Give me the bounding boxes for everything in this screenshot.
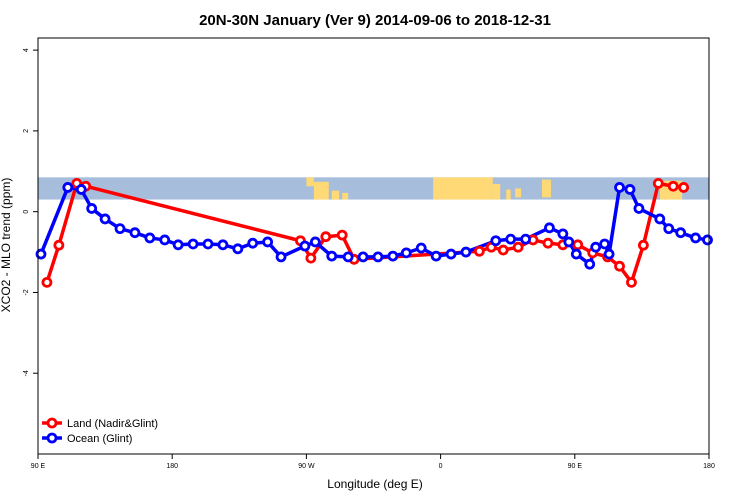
- series-point: [232, 243, 244, 255]
- series-point: [129, 227, 141, 239]
- map-band-ocean: [38, 177, 709, 200]
- world-map-band: [38, 177, 709, 200]
- series-point: [86, 203, 98, 214]
- y-tick-label: -2: [23, 289, 30, 295]
- series-point: [357, 251, 369, 263]
- y-tick-label: -4: [23, 370, 30, 376]
- series-point: [633, 203, 645, 214]
- series-point: [387, 250, 399, 262]
- legend-swatch-marker: [46, 432, 58, 444]
- plot-frame: [37, 37, 710, 455]
- series-point: [187, 238, 199, 250]
- series-point: [572, 239, 584, 251]
- legend-label: Land (Nadir&Glint): [67, 418, 158, 430]
- series-point: [690, 232, 701, 244]
- series-point: [35, 248, 47, 260]
- series-point: [326, 250, 338, 262]
- map-band-land: [541, 179, 551, 198]
- series-point: [626, 276, 637, 288]
- series-point: [41, 276, 53, 288]
- legend: Land (Nadir&Glint) Ocean (Glint): [42, 417, 158, 445]
- y-axis-label: XCO2 - MLO trend (ppm): [0, 178, 13, 313]
- series-point: [53, 239, 65, 251]
- series-point: [570, 248, 582, 260]
- series-point: [544, 222, 555, 234]
- series-point: [247, 237, 259, 249]
- map-band-land: [515, 188, 522, 198]
- series-point: [262, 236, 274, 248]
- x-tick-label: 90 E: [568, 463, 583, 470]
- series-point: [473, 245, 485, 257]
- x-tick-label: 90 W: [298, 463, 315, 470]
- series-point: [512, 241, 524, 253]
- series-point: [557, 228, 569, 240]
- x-axis-label: Longitude (deg E): [327, 477, 422, 491]
- series-point: [299, 240, 311, 252]
- series-point: [505, 233, 517, 245]
- series-point: [614, 182, 625, 193]
- map-band-land: [433, 177, 493, 200]
- series-point: [702, 234, 713, 246]
- series-point: [584, 258, 596, 270]
- map-band-land: [306, 177, 314, 187]
- series-point: [542, 237, 554, 249]
- x-tick-label: 180: [166, 463, 178, 470]
- series-point: [654, 213, 666, 225]
- legend-swatch-marker: [46, 417, 58, 429]
- series-point: [590, 241, 602, 253]
- map-band-land: [313, 181, 329, 200]
- series-point: [652, 177, 664, 189]
- series-point: [144, 232, 156, 244]
- series-point: [614, 260, 625, 272]
- series-point: [663, 223, 675, 235]
- series-point: [217, 239, 229, 251]
- series-point: [445, 248, 457, 260]
- map-band-land: [342, 192, 349, 200]
- series-point: [172, 239, 184, 251]
- y-tick-label: 2: [23, 129, 30, 133]
- series-point: [372, 251, 384, 263]
- series-point: [114, 223, 126, 235]
- series-point: [624, 184, 636, 195]
- series-point: [99, 213, 111, 225]
- series-point: [342, 251, 354, 263]
- series-point: [637, 239, 649, 251]
- series-point: [75, 184, 87, 195]
- map-band-land: [492, 184, 501, 200]
- series-point: [497, 244, 509, 256]
- series-point: [320, 231, 332, 243]
- x-tick-label: 90 E: [31, 463, 46, 470]
- series-point: [563, 236, 575, 248]
- series-point: [603, 248, 615, 260]
- axes: 90 E 180 90 W 0 90 E 180 -4 -2 0 2 4: [23, 48, 715, 470]
- series-point: [400, 247, 412, 259]
- series-point: [62, 182, 74, 193]
- series-point: [275, 251, 287, 263]
- series-point: [309, 236, 321, 248]
- series-point: [678, 182, 690, 193]
- x-tick-label: 0: [439, 463, 443, 470]
- series-point: [305, 252, 317, 264]
- series-point: [415, 242, 427, 254]
- map-band-land: [506, 189, 511, 200]
- series-point: [202, 238, 214, 250]
- series-point: [159, 234, 171, 246]
- series-layer: [35, 177, 713, 288]
- series-point: [430, 250, 442, 262]
- series-point: [667, 180, 679, 192]
- series-point: [490, 235, 502, 247]
- series-point: [599, 238, 611, 250]
- map-band-land: [331, 190, 340, 200]
- series-point: [675, 227, 687, 239]
- series-point: [336, 229, 348, 241]
- x-tick-label: 180: [703, 463, 715, 470]
- legend-label: Ocean (Glint): [67, 433, 132, 445]
- y-tick-label: 4: [23, 48, 30, 52]
- chart-title: 20N-30N January (Ver 9) 2014-09-06 to 20…: [199, 12, 551, 29]
- y-tick-label: 0: [23, 210, 30, 214]
- series-point: [460, 246, 472, 258]
- series-point: [520, 233, 531, 245]
